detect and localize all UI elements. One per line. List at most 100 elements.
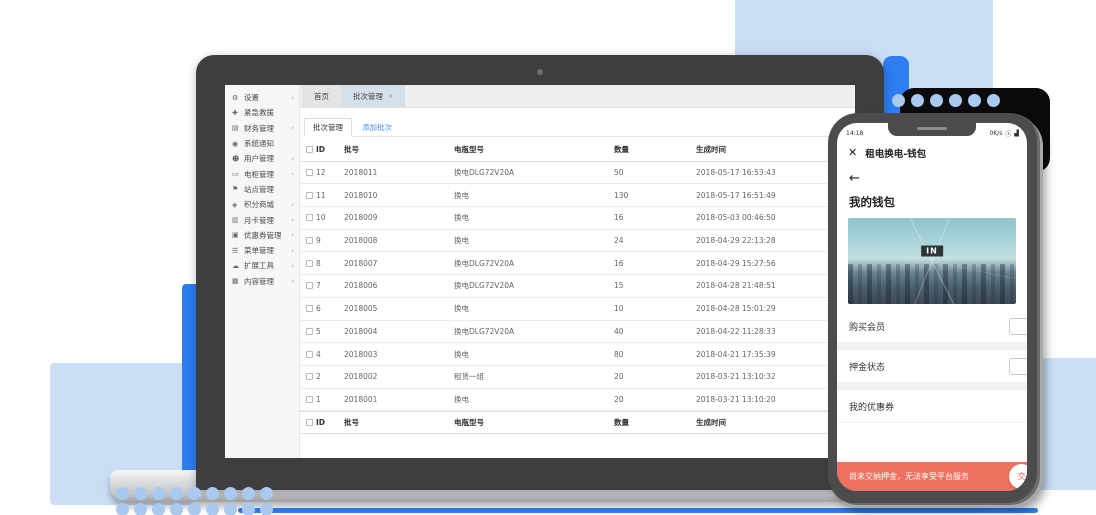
cell-created: 2018-04-28 21:48:51	[696, 281, 776, 291]
phone-app-bar: ✕ 租电换电-钱包	[837, 140, 1027, 165]
table-row[interactable]: 9 2018008 换电 24 2018-04-29 22:13:28	[300, 230, 855, 253]
sidebar-item-icon: ⚙	[232, 93, 239, 102]
select-all-checkbox[interactable]	[300, 146, 316, 154]
row-action-button[interactable]	[1009, 358, 1027, 375]
chevron-right-icon: ›	[291, 277, 294, 286]
status-time: 14:18	[846, 129, 864, 137]
wallet-banner-image: IN	[848, 218, 1016, 304]
row-checkbox[interactable]	[300, 237, 316, 245]
row-checkbox[interactable]	[300, 214, 316, 222]
table-row[interactable]: 8 2018007 换电DLG72V20A 16 2018-04-29 15:2…	[300, 252, 855, 276]
cell-batch-no: 2018002	[344, 372, 378, 382]
cell-batch-no: 2018009	[344, 213, 378, 223]
cell-qty: 24	[614, 236, 624, 246]
sidebar-item[interactable]: ▣ 优惠券管理 ›	[225, 228, 299, 243]
tab-home[interactable]: 首页	[302, 85, 341, 107]
sidebar-item[interactable]: ☁ 扩展工具 ›	[225, 258, 299, 273]
table-row[interactable]: 2 2018002 租赁一组 20 2018-03-21 13:10:32	[300, 366, 855, 389]
row-checkbox[interactable]	[300, 327, 316, 335]
sidebar-item[interactable]: ▥ 月卡管理 ›	[225, 212, 299, 227]
sidebar-item-icon: ▦	[232, 277, 239, 286]
pay-deposit-button[interactable]: 交	[1009, 464, 1027, 489]
sidebar-item-label: 系统通知	[244, 139, 274, 149]
row-checkbox[interactable]	[300, 169, 316, 177]
phone-status-bar: 14:18 0K/s ⓢ ▟	[837, 123, 1027, 140]
sidebar-item[interactable]: ▦ 内容管理 ›	[225, 274, 299, 289]
wallet-row-label: 购买会员	[849, 322, 886, 333]
sidebar-item-label: 月卡管理	[244, 215, 274, 225]
chevron-right-icon: ›	[291, 200, 294, 209]
wallet-menu-row[interactable]: 押金状态	[837, 350, 1027, 383]
close-tab-icon[interactable]: ×	[388, 92, 394, 100]
top-tab-bar: 首页 批次管理 ×	[300, 85, 855, 108]
row-checkbox[interactable]	[300, 191, 316, 199]
close-icon[interactable]: ✕	[848, 146, 858, 159]
phone-screen: 14:18 0K/s ⓢ ▟ ✕ 租电换电-钱包 ← 我的钱包 IN	[837, 123, 1027, 491]
table-row[interactable]: 5 2018004 换电DLG72V20A 40 2018-04-22 11:2…	[300, 321, 855, 344]
cell-model: 换电	[454, 190, 469, 200]
subtab-batch-list[interactable]: 批次管理	[304, 118, 352, 137]
sidebar-item[interactable]: ⚙ 设置 ›	[225, 90, 299, 105]
cell-qty: 40	[614, 326, 624, 336]
header-created: 生成时间	[696, 145, 726, 155]
sidebar-item-label: 内容管理	[244, 276, 274, 286]
table-row[interactable]: 11 2018010 换电 130 2018-05-17 16:51:49	[300, 184, 855, 208]
wallet-menu-row[interactable]: 我的优惠券	[837, 390, 1027, 423]
table-row[interactable]: 6 2018005 换电 10 2018-04-28 15:01:29	[300, 298, 855, 321]
row-checkbox[interactable]	[300, 305, 316, 313]
tab-batch-management[interactable]: 批次管理 ×	[341, 85, 406, 107]
table-row[interactable]: 10 2018009 换电 16 2018-05-03 00:46:50	[300, 207, 855, 230]
sidebar-item[interactable]: ▭ 电柜管理 ›	[225, 166, 299, 181]
sidebar-item-label: 扩展工具	[244, 261, 274, 271]
shield-icon: ⓢ	[1005, 130, 1012, 138]
sidebar-item[interactable]: ☰ 菜单管理 ›	[225, 243, 299, 258]
row-checkbox[interactable]	[300, 282, 316, 290]
cell-qty: 20	[614, 372, 624, 382]
add-batch-link[interactable]: 添加批次	[362, 123, 392, 132]
cell-id: 10	[316, 213, 326, 223]
table-row[interactable]: 1 2018001 换电 20 2018-03-21 13:10:20	[300, 389, 855, 412]
footer-qty: 数量	[614, 418, 629, 428]
section-divider	[837, 383, 1027, 390]
sidebar-item[interactable]: ◈ 积分商城 ›	[225, 197, 299, 212]
sidebar-item[interactable]: ◉ 系统通知	[225, 136, 299, 151]
table-row[interactable]: 4 2018003 换电 80 2018-04-21 17:35:39	[300, 343, 855, 366]
wallet-menu-row[interactable]: 购买会员	[837, 310, 1027, 343]
sidebar-item-icon: ▣	[232, 231, 239, 240]
footer-checkbox[interactable]	[300, 419, 316, 427]
cell-batch-no: 2018004	[344, 326, 378, 336]
cell-qty: 80	[614, 349, 624, 359]
header-model: 电瓶型号	[454, 145, 484, 155]
cell-model: 换电	[454, 304, 469, 314]
row-checkbox[interactable]	[300, 373, 316, 381]
cell-batch-no: 2018003	[344, 349, 378, 359]
phone-notch	[888, 123, 976, 136]
back-arrow-icon[interactable]: ←	[849, 171, 860, 186]
sidebar-item-icon: ▥	[232, 216, 239, 225]
cell-batch-no: 2018006	[344, 281, 378, 291]
row-action-button[interactable]	[1009, 318, 1027, 335]
cell-model: 换电DLG72V20A	[454, 281, 515, 291]
table-row[interactable]: 7 2018006 换电DLG72V20A 15 2018-04-28 21:4…	[300, 275, 855, 298]
header-id: ID	[316, 145, 326, 155]
row-checkbox[interactable]	[300, 259, 316, 267]
cell-id: 1	[316, 394, 321, 404]
row-checkbox[interactable]	[300, 350, 316, 358]
wallet-row-label: 我的优惠券	[849, 402, 895, 413]
cell-created: 2018-03-21 13:10:32	[696, 372, 776, 382]
sidebar-item[interactable]: ☻ 用户管理 ›	[225, 151, 299, 166]
chevron-right-icon: ›	[291, 154, 294, 163]
sidebar-item[interactable]: ⚑ 站点管理	[225, 182, 299, 197]
tab-label: 批次管理	[353, 91, 383, 101]
row-checkbox[interactable]	[300, 395, 316, 403]
cell-model: 租赁一组	[454, 372, 484, 382]
cell-id: 2	[316, 372, 321, 382]
sidebar-item-icon: ☁	[232, 261, 239, 270]
cell-qty: 16	[614, 258, 624, 268]
admin-dashboard: ⚙ 设置 › ✚ 紧急救援 ▤ 财务管理 ›	[225, 85, 855, 458]
sidebar-item-icon: ▤	[232, 124, 239, 133]
sidebar-item[interactable]: ▤ 财务管理 ›	[225, 121, 299, 136]
sidebar-item[interactable]: ✚ 紧急救援	[225, 105, 299, 120]
footer-id: ID	[316, 418, 326, 428]
table-row[interactable]: 12 2018011 换电DLG72V20A 50 2018-05-17 16:…	[300, 162, 855, 185]
